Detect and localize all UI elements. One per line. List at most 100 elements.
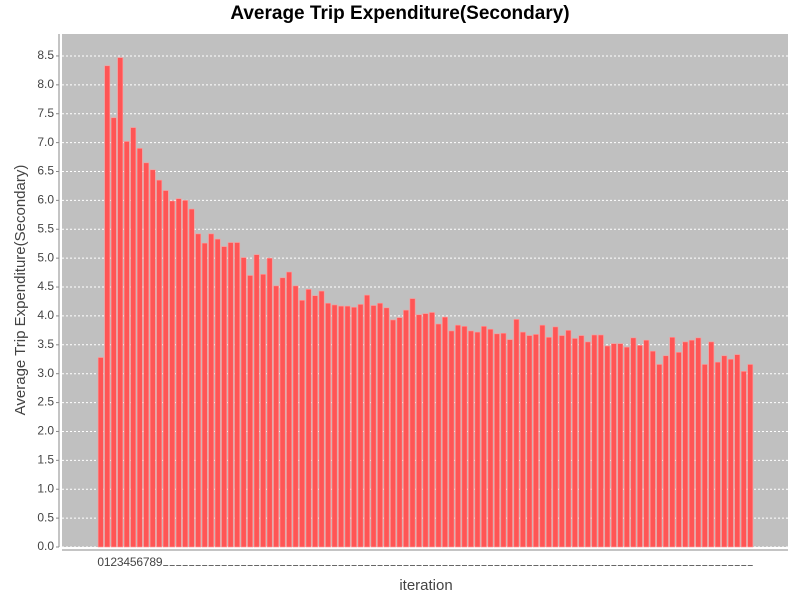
x-tick-ellipsis	[533, 565, 539, 566]
x-tick-ellipsis	[390, 565, 396, 566]
x-tick-ellipsis	[358, 565, 364, 566]
y-axis-label: Average Trip Expenditure(Secondary)	[12, 165, 29, 416]
y-tick-label: 8.5	[37, 48, 54, 62]
x-tick-ellipsis	[410, 565, 416, 566]
bar	[558, 335, 565, 548]
bar	[662, 355, 669, 548]
bar	[481, 326, 487, 548]
bar	[429, 312, 435, 548]
x-tick-ellipsis	[176, 565, 182, 566]
x-tick-ellipsis	[617, 565, 623, 566]
x-tick-label: 2	[110, 555, 117, 569]
bar	[416, 314, 422, 548]
x-tick-ellipsis	[559, 565, 565, 566]
bar	[455, 324, 461, 548]
x-tick-ellipsis	[611, 565, 617, 566]
bar	[240, 257, 247, 548]
bar	[448, 330, 455, 548]
x-tick-ellipsis	[669, 565, 675, 566]
x-tick-ellipsis	[371, 565, 377, 566]
x-tick-ellipsis	[189, 565, 195, 566]
x-tick-ellipsis	[468, 565, 474, 566]
x-tick-label: 3	[117, 555, 124, 569]
bar	[201, 242, 208, 548]
x-tick-ellipsis	[494, 565, 500, 566]
x-tick-ellipsis	[591, 565, 597, 566]
x-tick-ellipsis	[293, 565, 299, 566]
x-axis-label: iteration	[399, 577, 452, 594]
y-tick-label: 8.0	[37, 77, 54, 91]
bar	[591, 334, 598, 548]
x-tick-ellipsis	[539, 565, 545, 566]
bar	[364, 294, 370, 548]
bar	[546, 336, 552, 548]
bar	[442, 316, 448, 548]
x-tick-ellipsis	[319, 565, 325, 566]
bar	[610, 343, 617, 548]
x-tick-ellipsis	[546, 565, 552, 566]
bar	[695, 337, 702, 548]
x-tick-ellipsis	[429, 565, 435, 566]
x-tick-ellipsis	[728, 565, 734, 566]
x-tick-ellipsis	[481, 565, 487, 566]
x-tick-ellipsis	[741, 565, 747, 566]
x-tick-label: 7	[143, 555, 150, 569]
y-tick-label: 4.0	[37, 308, 54, 322]
bar	[325, 302, 331, 548]
bar	[669, 336, 676, 548]
x-tick-ellipsis	[708, 565, 714, 566]
x-tick-ellipsis	[500, 565, 506, 566]
bar	[533, 334, 539, 548]
y-tick-label: 2.5	[37, 395, 54, 409]
bar	[643, 339, 650, 548]
bar	[461, 326, 468, 548]
x-tick-ellipsis	[299, 565, 305, 566]
bar	[390, 319, 396, 548]
bar	[221, 246, 228, 548]
x-tick-ellipsis	[416, 565, 422, 566]
y-tick-label: 7.5	[37, 106, 54, 120]
bar	[331, 304, 338, 548]
bar	[623, 346, 630, 548]
x-tick-ellipsis	[585, 565, 591, 566]
x-tick-ellipsis	[689, 565, 695, 566]
x-tick-ellipsis	[650, 565, 656, 566]
y-tick-label: 3.0	[37, 366, 54, 380]
bar	[299, 300, 305, 548]
x-tick-ellipsis	[435, 565, 441, 566]
bar	[552, 326, 559, 548]
chart-title: Average Trip Expenditure(Secondary)	[230, 3, 569, 24]
x-tick-ellipsis	[345, 565, 351, 566]
y-tick-label: 0.5	[37, 510, 54, 524]
x-tick-ellipsis	[384, 565, 390, 566]
bar	[383, 307, 390, 548]
x-tick-ellipsis	[526, 565, 532, 566]
bar	[253, 254, 260, 548]
bar	[110, 117, 117, 548]
x-tick-ellipsis	[182, 565, 188, 566]
y-tick-label: 3.5	[37, 337, 54, 351]
bar	[708, 341, 715, 548]
bar	[214, 238, 221, 548]
y-tick-label: 5.5	[37, 221, 54, 235]
bar	[156, 179, 163, 548]
x-tick-ellipsis	[228, 565, 234, 566]
bar	[630, 337, 637, 548]
bar	[260, 274, 267, 548]
x-tick-ellipsis	[513, 565, 519, 566]
bar	[571, 338, 578, 548]
bar	[357, 304, 364, 548]
x-tick-ellipsis	[715, 565, 721, 566]
bar	[721, 355, 728, 548]
x-tick-ellipsis	[630, 565, 636, 566]
bar	[422, 313, 429, 548]
x-tick-ellipsis	[325, 565, 331, 566]
bar	[247, 275, 254, 548]
x-tick-ellipsis	[572, 565, 578, 566]
x-tick-label: 4	[123, 555, 130, 569]
bar	[305, 289, 312, 548]
x-tick-ellipsis	[364, 565, 370, 566]
y-tick-label: 6.5	[37, 164, 54, 178]
bar	[208, 233, 215, 548]
bar	[468, 330, 474, 548]
